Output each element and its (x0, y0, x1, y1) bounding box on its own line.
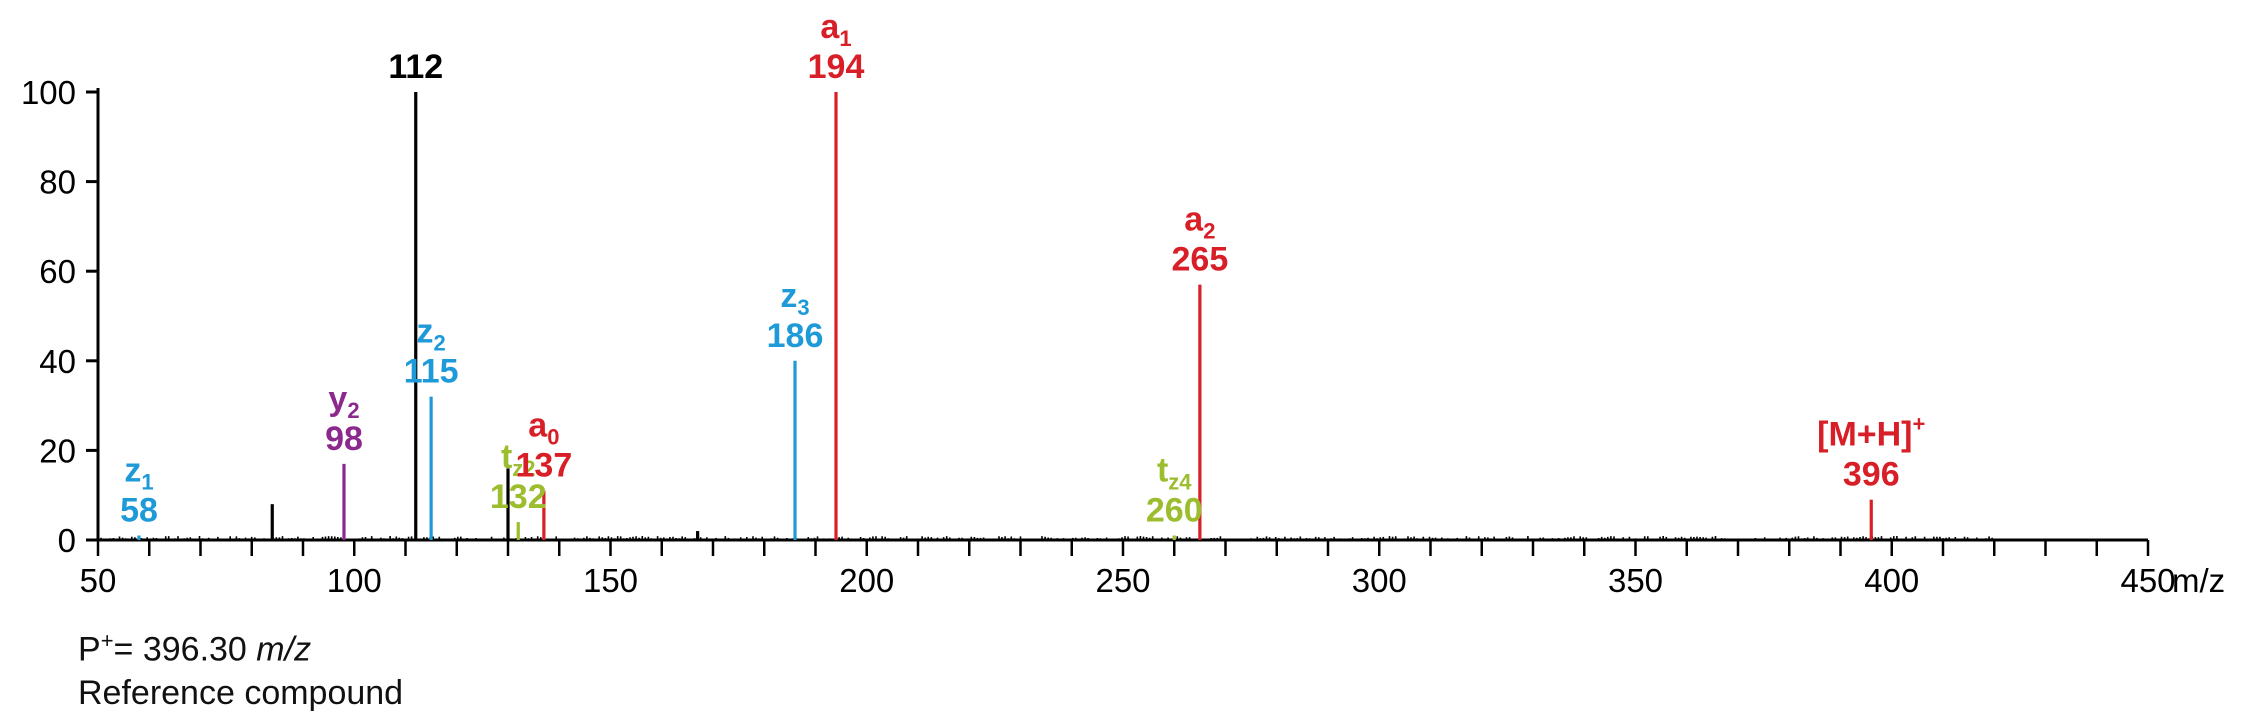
peak-ion-label: z2 (417, 313, 446, 356)
x-tick-label: 250 (1095, 562, 1150, 599)
y-tick-label: 80 (39, 164, 76, 201)
peak-mz-label: 112 (388, 48, 443, 86)
y-tick-label: 40 (39, 343, 76, 380)
x-tick-label: 100 (327, 562, 382, 599)
peak-mz-label: 98 (325, 420, 363, 458)
peak-mz-label: 186 (767, 317, 824, 355)
x-tick-label: 350 (1608, 562, 1663, 599)
peak-ion-label: a0 (528, 407, 559, 450)
x-tick-label: 400 (1864, 562, 1919, 599)
peak-ion-label: tz4 (1157, 452, 1192, 495)
peak-ion-label: tz2 (501, 438, 536, 481)
peak-series (137, 92, 1873, 540)
x-tick-label: 300 (1352, 562, 1407, 599)
x-tick-label: 150 (583, 562, 638, 599)
precursor-value: = 396.30 (113, 630, 257, 669)
peak-mz-label: 58 (120, 492, 158, 530)
peak-mz-label: 137 (516, 447, 573, 485)
precursor-caption: P+= 396.30 m/z (78, 628, 311, 669)
x-axis-title: m/z (2172, 562, 2225, 599)
peak-mz-label: 132 (490, 478, 547, 516)
y-axis: 0 20 40 60 80 100 (21, 74, 100, 559)
y-tick-label: 0 (58, 522, 76, 559)
peak-mz-label: 115 (404, 353, 459, 391)
precursor-charge: + (100, 628, 114, 653)
peak-ion-label: z3 (780, 277, 809, 320)
peak-mz-label: 265 (1172, 241, 1229, 279)
peak-mz-label: 396 (1843, 456, 1900, 494)
peak-ion-label: a1 (820, 8, 851, 51)
x-tick-label: 450 (2120, 562, 2175, 599)
peak-ion-label: [M+H]+ (1817, 412, 1925, 454)
peak-mz-label: 194 (808, 48, 865, 86)
peak-ion-label: z1 (124, 452, 153, 495)
y-tick-label: 20 (39, 432, 76, 469)
precursor-prefix: P (78, 630, 101, 669)
precursor-unit: m/z (256, 630, 312, 669)
y-tick-label: 60 (39, 253, 76, 290)
peak-ion-label: y2 (328, 380, 359, 423)
x-tick-label: 200 (839, 562, 894, 599)
compound-caption: Reference compound (78, 674, 404, 712)
peak-mz-label: 260 (1146, 492, 1203, 530)
y-tick-label: 100 (21, 74, 76, 111)
peak-ion-label: a2 (1184, 201, 1215, 244)
x-tick-label: 50 (80, 562, 117, 599)
